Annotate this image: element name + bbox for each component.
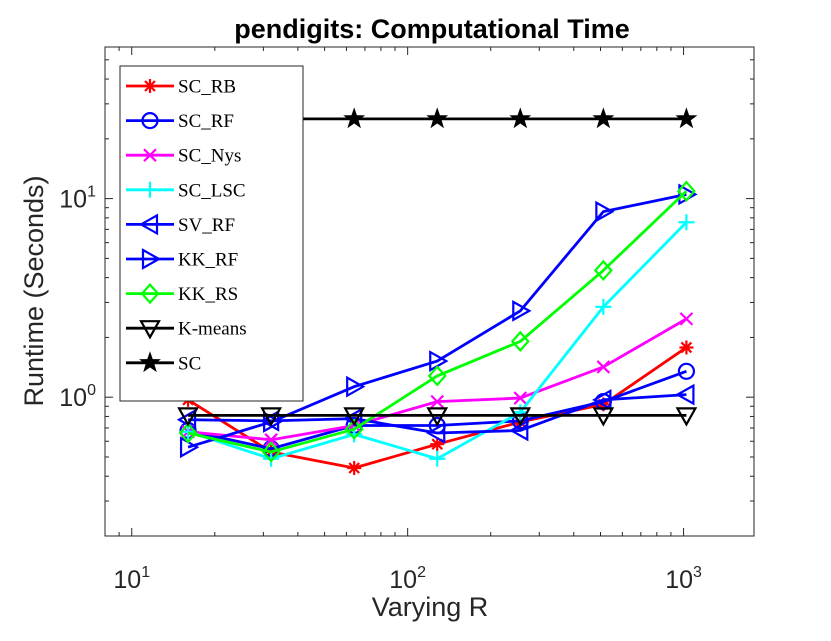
data-point bbox=[509, 107, 532, 129]
legend-label: SC bbox=[178, 353, 201, 374]
series-kk-rf bbox=[179, 183, 698, 459]
x-tick-label: 102 bbox=[389, 564, 426, 594]
legend-item: SC bbox=[126, 351, 201, 374]
series-line bbox=[187, 193, 687, 449]
legend-marker bbox=[141, 111, 159, 130]
series-k-means bbox=[177, 407, 698, 427]
data-point bbox=[177, 407, 199, 427]
series-sc-lsc bbox=[180, 214, 695, 467]
series-line bbox=[187, 190, 688, 454]
data-point bbox=[509, 407, 532, 427]
legend-item: SC_RF bbox=[126, 111, 234, 132]
data-point bbox=[179, 436, 200, 459]
legend-label: SC_RF bbox=[178, 111, 234, 132]
y-tick-label: 101 bbox=[59, 184, 96, 214]
data-point bbox=[430, 394, 445, 409]
data-point bbox=[343, 407, 366, 427]
data-point bbox=[679, 312, 694, 326]
data-point bbox=[679, 340, 694, 355]
axis-ticks: 101 102 103 100 101 bbox=[59, 47, 754, 594]
data-point bbox=[592, 388, 612, 411]
series-kk-rs bbox=[178, 180, 696, 463]
data-point bbox=[178, 422, 198, 444]
legend-label: SV_RF bbox=[178, 215, 235, 236]
x-axis-label: Varying R bbox=[372, 592, 489, 622]
data-point bbox=[429, 450, 446, 467]
data-point bbox=[677, 362, 696, 380]
legend-label: SC_RB bbox=[178, 77, 236, 98]
legend-marker bbox=[139, 320, 161, 340]
data-point bbox=[675, 383, 695, 406]
legend-label: KK_RF bbox=[178, 250, 238, 271]
data-point bbox=[347, 460, 362, 475]
data-point bbox=[426, 407, 449, 427]
data-point bbox=[512, 300, 532, 322]
data-point bbox=[593, 259, 613, 282]
legend-marker bbox=[139, 351, 161, 373]
data-point bbox=[592, 107, 615, 129]
y-axis-label: Runtime (Seconds) bbox=[19, 175, 49, 406]
legend-marker bbox=[142, 181, 158, 198]
data-point bbox=[595, 298, 612, 315]
legend-marker bbox=[143, 148, 157, 162]
data-point bbox=[261, 441, 281, 463]
legend-marker bbox=[138, 213, 159, 236]
data-point bbox=[678, 214, 695, 231]
y-tick-label: 100 bbox=[59, 382, 96, 412]
data-point bbox=[513, 391, 528, 405]
data-point bbox=[675, 407, 698, 427]
data-point bbox=[592, 407, 615, 427]
x-tick-label: 101 bbox=[113, 564, 150, 594]
legend-label: K-means bbox=[178, 319, 247, 340]
data-point bbox=[676, 180, 696, 202]
legend-label: KK_RS bbox=[178, 284, 238, 305]
legend-marker bbox=[143, 79, 157, 93]
data-point bbox=[430, 437, 445, 452]
legend-item: K-means bbox=[126, 319, 247, 340]
legend-label: SC_Nys bbox=[178, 146, 241, 167]
data-point bbox=[264, 433, 278, 447]
legend-item: KK_RF bbox=[126, 248, 238, 271]
legend-item: SC_RB bbox=[126, 77, 236, 98]
data-point bbox=[344, 418, 364, 440]
data-point bbox=[675, 107, 698, 129]
data-point bbox=[260, 407, 282, 427]
legend-item: SC_Nys bbox=[126, 146, 241, 167]
legend-label: SC_LSC bbox=[178, 180, 246, 201]
data-point bbox=[426, 107, 449, 129]
legend-item: SC_LSC bbox=[126, 180, 246, 201]
data-point bbox=[595, 200, 615, 223]
data-point bbox=[346, 375, 366, 398]
legend: SC_RB SC_RF SC_Nys SC_LSC SV_RF KK_RF KK_RS K-m… bbox=[119, 65, 304, 402]
data-point bbox=[512, 404, 529, 421]
data-point bbox=[510, 330, 530, 353]
data-point bbox=[596, 360, 611, 374]
legend-marker bbox=[141, 248, 162, 270]
data-point bbox=[343, 107, 366, 129]
legend-marker bbox=[140, 282, 160, 305]
data-point bbox=[429, 350, 449, 372]
data-point bbox=[427, 365, 447, 387]
data-point bbox=[425, 422, 446, 444]
legend-item: SV_RF bbox=[126, 213, 235, 236]
chart-title: pendigits: Computational Time bbox=[234, 14, 630, 44]
legend-item: KK_RS bbox=[126, 282, 238, 305]
data-point bbox=[263, 450, 280, 467]
data-point bbox=[263, 411, 283, 433]
data-point bbox=[509, 419, 529, 442]
series-sc-nys bbox=[181, 312, 694, 447]
x-tick-label: 103 bbox=[665, 564, 702, 594]
